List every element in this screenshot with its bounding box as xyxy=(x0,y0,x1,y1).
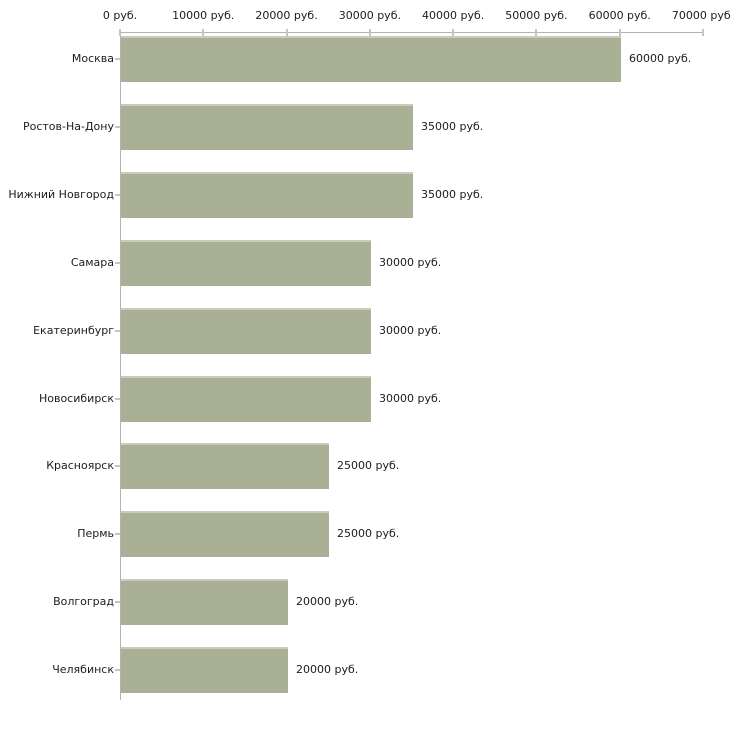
bar xyxy=(121,171,413,218)
category-label: Екатеринбург xyxy=(33,323,114,337)
value-label: 30000 руб. xyxy=(379,391,442,405)
x-tick-mark xyxy=(368,29,371,36)
value-label: 30000 руб. xyxy=(379,255,442,269)
x-axis-tick-label: 30000 руб. xyxy=(338,9,401,22)
category-label: Новосибирск xyxy=(38,391,114,405)
x-tick-mark xyxy=(618,29,621,36)
value-label: 20000 руб. xyxy=(296,595,359,609)
x-axis-tick-label: 70000 руб. xyxy=(671,9,730,22)
category-tick-mark xyxy=(115,193,120,196)
x-tick-mark xyxy=(285,29,288,36)
category-tick-mark xyxy=(115,397,120,400)
value-label: 30000 руб. xyxy=(379,323,442,337)
category-tick-mark xyxy=(115,261,120,264)
category-label: Нижний Новгород xyxy=(8,187,114,201)
x-tick-mark xyxy=(535,29,538,36)
bar xyxy=(121,443,329,490)
x-axis-line xyxy=(120,32,703,33)
category-label: Пермь xyxy=(77,527,114,541)
bar xyxy=(121,511,329,558)
category-label: Самара xyxy=(70,255,114,269)
value-label: 25000 руб. xyxy=(337,527,400,541)
category-label: Красноярск xyxy=(46,459,114,473)
category-label: Москва xyxy=(71,52,114,65)
y-axis-line xyxy=(120,32,121,700)
x-axis-tick-label: 60000 руб. xyxy=(588,9,651,22)
value-label: 60000 руб. xyxy=(629,52,692,65)
x-tick-mark xyxy=(202,29,205,36)
x-axis-tick-label: 40000 руб. xyxy=(422,9,485,22)
category-tick-mark xyxy=(115,125,120,128)
x-tick-mark xyxy=(702,29,704,36)
category-label: Волгоград xyxy=(53,595,114,609)
category-tick-mark xyxy=(115,533,120,536)
category-tick-mark xyxy=(115,601,120,604)
value-label: 25000 руб. xyxy=(337,459,400,473)
bar xyxy=(121,375,371,422)
category-tick-mark xyxy=(115,465,120,468)
value-label: 35000 руб. xyxy=(421,187,484,201)
bar xyxy=(121,239,371,286)
x-axis-tick-label: 20000 руб. xyxy=(255,9,318,22)
bar xyxy=(121,647,288,694)
category-tick-mark xyxy=(115,669,120,672)
value-label: 35000 руб. xyxy=(421,119,484,133)
bar xyxy=(121,579,288,626)
value-label: 20000 руб. xyxy=(296,663,359,677)
bar xyxy=(121,103,413,150)
category-label: Ростов-На-Дону xyxy=(22,119,114,133)
x-axis-tick-label: 10000 руб. xyxy=(172,9,235,22)
category-label: Челябинск xyxy=(52,663,114,677)
bar xyxy=(121,36,621,82)
category-tick-mark xyxy=(115,58,120,60)
category-tick-mark xyxy=(115,329,120,332)
x-axis-tick-label: 50000 руб. xyxy=(505,9,568,22)
x-axis-tick-label: 0 руб. xyxy=(102,9,138,22)
bar xyxy=(121,307,371,354)
x-tick-mark xyxy=(452,29,455,36)
x-tick-mark xyxy=(119,29,121,36)
